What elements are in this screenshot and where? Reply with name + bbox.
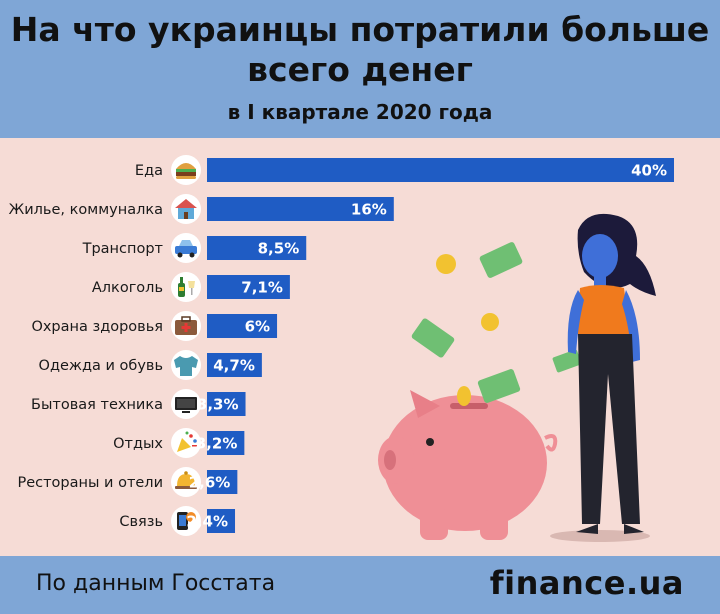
data-label: 4,7% [213,357,255,375]
bar [207,314,278,338]
header: На что украинцы потратили больше всего д… [0,0,720,138]
tv-icon [175,397,197,413]
category-label: Рестораны и отели [17,475,163,491]
source-note: По данным Госстата [36,571,276,596]
category-label: Бытовая техника [31,397,163,413]
category-label: Охрана здоровья [31,319,163,335]
category-label: Еда [135,163,163,179]
bar [207,470,238,494]
illustration [378,213,656,542]
service-bell-icon [175,471,197,489]
party-popper-icon [177,431,197,452]
woman-figure [567,213,656,534]
burger-icon [176,163,196,179]
bar [207,509,236,533]
chart-area: Еда 40% Жилье, коммуналка 16% Транспорт 8,5% А… [0,138,720,556]
category-label: Алкоголь [92,280,163,296]
page-title: На что украинцы потратили больше всего д… [10,10,710,89]
house-icon [175,199,197,219]
brand-logo: finance.ua [489,564,684,602]
category-label: Транспорт [82,241,164,257]
data-label: 8,5% [258,240,300,258]
category-label: Жилье, коммуналка [9,202,163,218]
data-label: 6% [245,318,270,336]
category-label: Одежда и обувь [39,358,163,374]
car-icon [175,240,197,258]
page-subtitle: в I квартале 2020 года [227,100,493,124]
data-label: 40% [631,162,667,180]
data-label: 7,1% [241,279,283,297]
bar-chart: Еда 40% Жилье, коммуналка 16% Транспорт 8,5% А… [9,155,674,542]
category-label: Отдых [113,436,163,452]
money-bill-icon [411,242,582,403]
data-label: 3,2% [196,435,238,453]
bar [207,431,245,455]
bar [207,392,246,416]
data-label: 16% [351,201,387,219]
footer: По данным Госстата finance.ua [0,556,720,614]
data-label: 2,6% [189,474,231,492]
data-label: 3,3% [197,396,239,414]
sweater-icon [174,356,198,376]
bottles-icon [178,277,195,297]
first-aid-icon [175,316,197,335]
data-label: 2,4% [186,513,228,531]
icon-badge [171,272,201,302]
coin-icon [436,254,499,331]
bar [207,197,394,221]
bar [207,353,262,377]
phone-icon [177,512,196,530]
piggy-bank-icon [378,386,558,540]
bar [207,275,290,299]
bar [207,158,674,182]
category-label: Связь [119,514,163,530]
bar [207,236,307,260]
